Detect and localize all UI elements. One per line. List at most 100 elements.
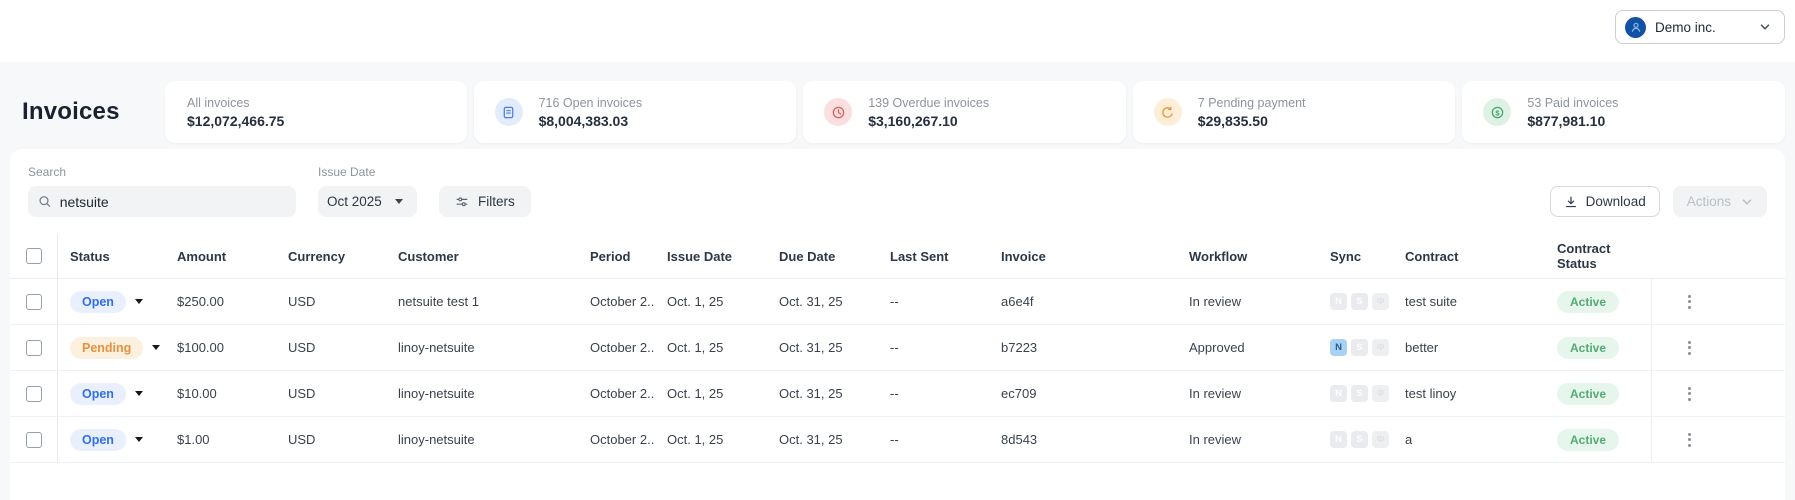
stat-card-all: All invoices $12,072,466.75 <box>165 81 467 143</box>
workflow-cell: Approved <box>1189 340 1245 355</box>
contract-status-badge: Active <box>1557 290 1620 313</box>
period-cell: October 2... <box>590 386 655 401</box>
actions-label: Actions <box>1686 194 1731 209</box>
select-all-checkbox[interactable] <box>25 248 42 264</box>
status-pill[interactable]: Open <box>70 382 126 405</box>
dollar-icon: $ <box>1483 98 1512 126</box>
toolbar: Search Issue Date Oct 2025 Filters Downl… <box>10 149 1785 217</box>
issue-date-cell: Oct. 1, 25 <box>667 294 724 309</box>
customer-cell: linoy-netsuite <box>398 340 475 355</box>
issue-date-label: Issue Date <box>318 165 376 179</box>
quickbooks-sync-icon <box>1372 431 1389 448</box>
chevron-down-icon <box>1742 198 1752 205</box>
refresh-icon <box>1153 98 1182 126</box>
account-name: Demo inc. <box>1655 19 1716 35</box>
stat-label: 716 Open invoices <box>538 95 643 110</box>
contract-cell: test suite <box>1405 294 1458 309</box>
due-date-cell: Oct. 31, 25 <box>779 340 843 355</box>
status-pill[interactable]: Open <box>70 290 126 313</box>
stripe-sync-icon <box>1351 339 1368 356</box>
download-button[interactable]: Download <box>1549 186 1660 217</box>
search-box <box>28 186 296 217</box>
col-amount: Amount <box>177 248 227 264</box>
quickbooks-sync-icon <box>1372 385 1389 402</box>
currency-cell: USD <box>288 432 316 447</box>
sync-cell <box>1318 339 1393 356</box>
search-input[interactable] <box>59 193 286 210</box>
filters-label: Filters <box>478 194 515 209</box>
filter-icon <box>456 196 468 206</box>
filters-button[interactable]: Filters <box>439 186 531 217</box>
kebab-menu-icon[interactable] <box>1684 429 1695 451</box>
col-due-date: Due Date <box>779 248 836 264</box>
col-invoice: Invoice <box>1001 248 1046 264</box>
caret-down-icon[interactable] <box>134 391 143 396</box>
stat-card-overdue: 139 Overdue invoices $3,160,267.10 <box>803 81 1126 143</box>
row-checkbox[interactable] <box>25 339 42 356</box>
issue-date-cell: Oct. 1, 25 <box>667 386 724 401</box>
stat-card-pending: 7 Pending payment $29,835.50 <box>1132 81 1456 143</box>
account-switcher[interactable]: Demo inc. <box>1615 10 1785 44</box>
col-period: Period <box>590 248 631 264</box>
status-pill[interactable]: Pending <box>70 336 144 359</box>
table-header-row: Status Amount Currency Customer Period I… <box>10 234 1785 279</box>
issue-date-select[interactable]: Oct 2025 <box>318 186 417 217</box>
currency-cell: USD <box>288 294 316 309</box>
amount-cell: $100.00 <box>177 340 224 355</box>
row-checkbox[interactable] <box>25 293 42 310</box>
col-issue-date: Issue Date <box>667 248 733 264</box>
currency-cell: USD <box>288 340 316 355</box>
col-status: Status <box>70 248 110 264</box>
workflow-cell: In review <box>1189 386 1242 401</box>
status-pill[interactable]: Open <box>70 428 126 451</box>
caret-down-icon <box>395 199 403 204</box>
caret-down-icon[interactable] <box>134 437 143 442</box>
table-row: Open $1.00 USD linoy-netsuite October 2.… <box>10 417 1785 463</box>
contract-status-badge: Active <box>1557 336 1620 359</box>
contract-status-badge: Active <box>1557 382 1620 405</box>
customer-cell: netsuite test 1 <box>398 294 479 309</box>
col-customer: Customer <box>398 248 459 264</box>
stat-label: 53 Paid invoices <box>1527 95 1619 110</box>
col-workflow: Workflow <box>1189 248 1248 264</box>
period-cell: October 2... <box>590 432 655 447</box>
caret-down-icon[interactable] <box>134 299 143 304</box>
col-contract-status: Contract Status <box>1557 241 1611 271</box>
contract-cell: a <box>1405 432 1413 447</box>
sync-cell <box>1318 385 1393 402</box>
sync-cell <box>1318 431 1393 448</box>
actions-button[interactable]: Actions <box>1672 186 1767 217</box>
caret-down-icon[interactable] <box>152 345 161 350</box>
workflow-cell: In review <box>1189 432 1242 447</box>
table-body: Open $250.00 USD netsuite test 1 October… <box>10 279 1785 463</box>
search-label: Search <box>28 165 67 179</box>
document-icon <box>494 98 523 126</box>
contract-status-badge: Active <box>1557 428 1620 451</box>
chevron-down-icon <box>1760 24 1770 30</box>
table-row: Pending $100.00 USD linoy-netsuite Octob… <box>10 325 1785 371</box>
stat-label: 139 Overdue invoices <box>868 95 990 110</box>
invoice-cell: ec709 <box>1001 386 1037 401</box>
issue-date-value: Oct 2025 <box>327 194 382 209</box>
contract-cell: test linoy <box>1405 386 1457 401</box>
customer-cell: linoy-netsuite <box>398 386 475 401</box>
row-checkbox[interactable] <box>25 385 42 402</box>
stat-card-paid: $ 53 Paid invoices $877,981.10 <box>1462 81 1785 143</box>
amount-cell: $250.00 <box>177 294 224 309</box>
invoice-cell: b7223 <box>1001 340 1038 355</box>
kebab-menu-icon[interactable] <box>1684 291 1695 313</box>
kebab-menu-icon[interactable] <box>1684 383 1695 405</box>
issue-date-cell: Oct. 1, 25 <box>667 340 724 355</box>
stat-label: All invoices <box>187 95 250 110</box>
row-checkbox[interactable] <box>25 431 42 448</box>
netsuite-sync-icon <box>1330 431 1347 448</box>
search-icon <box>39 196 51 207</box>
stat-value: $29,835.50 <box>1197 112 1268 129</box>
stat-value: $3,160,267.10 <box>868 112 958 129</box>
sync-cell <box>1318 293 1393 310</box>
kebab-menu-icon[interactable] <box>1684 337 1695 359</box>
stripe-sync-icon <box>1351 431 1368 448</box>
last-sent-cell: -- <box>890 294 899 309</box>
netsuite-sync-icon <box>1330 339 1347 356</box>
netsuite-sync-icon <box>1330 385 1347 402</box>
